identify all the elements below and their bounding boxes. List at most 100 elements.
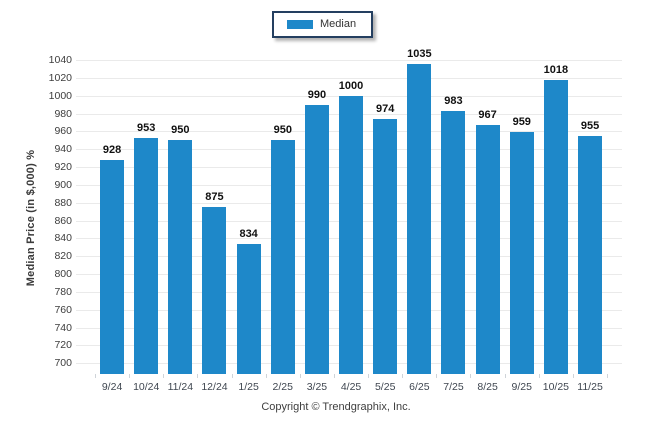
bar-slot: 974 5/25 <box>368 60 402 393</box>
x-tick-label: 5/25 <box>374 381 396 393</box>
bar-slot: 983 7/25 <box>436 60 470 393</box>
x-axis-tick <box>504 374 506 378</box>
bar-value-label: 1035 <box>407 48 432 61</box>
bar-value-label: 834 <box>239 227 258 240</box>
x-axis-tick <box>538 374 540 378</box>
y-tick-label: 800 <box>54 268 72 281</box>
x-tick-label: 11/25 <box>577 381 603 393</box>
bar-value-label: 974 <box>376 102 395 115</box>
y-tick-label: 820 <box>54 250 72 263</box>
x-tick-label: 9/24 <box>101 381 123 393</box>
x-tick-label: 7/25 <box>443 381 464 393</box>
y-tick-label: 940 <box>54 143 72 156</box>
bar-value-label: 1000 <box>338 79 364 92</box>
y-tick-label: 920 <box>54 161 72 174</box>
x-axis-tick <box>129 374 131 378</box>
x-tick-label: 3/25 <box>306 381 328 393</box>
plot-area: 928 9/24 953 10/24 950 11/24 875 12/24 834 1/25 95… <box>76 49 622 393</box>
bar <box>407 64 432 374</box>
y-tick-label: 1000 <box>48 89 72 102</box>
bar <box>168 140 193 374</box>
y-tick-label: 1020 <box>48 71 72 84</box>
bar <box>509 132 534 374</box>
x-tick-label: 9/25 <box>511 381 532 393</box>
x-tick-label: 8/25 <box>477 381 498 393</box>
x-tick-label: 6/25 <box>409 381 430 393</box>
y-tick-label: 720 <box>54 339 72 352</box>
x-axis-tick <box>607 374 608 378</box>
bar-slot: 950 11/24 <box>163 60 197 393</box>
bar <box>475 125 500 374</box>
bar-slot: 875 12/24 <box>197 60 231 393</box>
x-axis-tick <box>333 374 335 378</box>
x-tick-label: 2/25 <box>272 381 293 393</box>
y-tick-label: 900 <box>54 178 72 191</box>
bar-slot: 953 10/24 <box>129 60 163 393</box>
y-tick-label: 840 <box>54 232 72 245</box>
x-tick-label: 12/24 <box>201 381 228 393</box>
bar <box>304 104 329 374</box>
bar <box>236 243 261 374</box>
y-tick-label: 880 <box>54 196 72 209</box>
x-axis-tick <box>368 374 370 378</box>
bar-value-label: 953 <box>137 121 156 134</box>
x-axis-tick <box>265 374 267 378</box>
bar-value-label: 967 <box>478 109 497 122</box>
bar-slot: 1000 4/25 <box>334 60 368 393</box>
gridline <box>76 60 622 61</box>
bar <box>202 207 227 374</box>
bar <box>270 140 295 374</box>
bar <box>134 137 159 374</box>
x-tick-label: 1/25 <box>238 381 259 393</box>
bar-value-label: 928 <box>102 143 122 156</box>
bar-slot: 959 9/25 <box>505 60 539 393</box>
bar-slot: 928 9/24 <box>95 60 129 393</box>
bar-value-label: 959 <box>512 116 531 129</box>
bar-slot: 1035 6/25 <box>402 49 436 393</box>
bar-value-label: 950 <box>171 124 190 137</box>
legend-swatch-median-icon <box>287 20 313 29</box>
x-axis-tick <box>470 374 472 378</box>
x-axis-tick <box>197 374 199 378</box>
bar-slot: 1018 10/25 <box>539 60 573 393</box>
bar-slot: 955 11/25 <box>573 60 607 393</box>
y-tick-label: 780 <box>54 285 72 298</box>
bar-value-label: 950 <box>273 124 292 137</box>
copyright-text: Copyright © Trendgraphix, Inc. <box>261 401 411 413</box>
x-axis-tick <box>163 374 165 378</box>
bar <box>578 135 603 374</box>
x-axis-tick <box>402 374 404 378</box>
y-tick-label: 860 <box>54 214 72 227</box>
x-tick-label: 10/25 <box>542 381 570 393</box>
bar-value-label: 955 <box>580 119 600 132</box>
y-tick-label: 1040 <box>48 54 72 66</box>
bar <box>100 159 125 374</box>
bar-value-label: 983 <box>444 94 463 107</box>
y-axis-ticks: 700 720 740 760 780 800 820 840 860 880 900 920 940 9… <box>0 54 72 374</box>
bar-slot: 967 8/25 <box>471 60 505 393</box>
y-tick-label: 740 <box>54 321 72 334</box>
x-tick-label: 11/24 <box>167 381 194 393</box>
x-axis-tick <box>231 374 233 378</box>
x-axis-tick <box>572 374 574 378</box>
bar-value-label: 1018 <box>543 63 569 76</box>
bars-area: 928 9/24 953 10/24 950 11/24 875 12/24 834 1/25 95… <box>95 49 607 393</box>
bar-slot: 990 3/25 <box>300 60 334 393</box>
bar <box>543 79 568 374</box>
y-tick-label: 960 <box>54 125 72 138</box>
bar <box>339 95 364 374</box>
x-tick-label: 4/25 <box>340 381 362 393</box>
bar-slot: 950 2/25 <box>266 60 300 393</box>
y-tick-label: 760 <box>54 303 72 316</box>
bar <box>441 110 466 374</box>
legend-label: Median <box>320 18 357 30</box>
x-axis-tick <box>299 374 301 378</box>
bar <box>373 118 398 374</box>
bar-value-label: 875 <box>205 191 224 204</box>
bar-slot: 834 1/25 <box>232 60 266 393</box>
gridline <box>76 77 622 79</box>
x-axis-tick <box>436 374 438 378</box>
x-tick-label: 10/24 <box>133 381 160 393</box>
y-tick-label: 700 <box>54 357 72 370</box>
